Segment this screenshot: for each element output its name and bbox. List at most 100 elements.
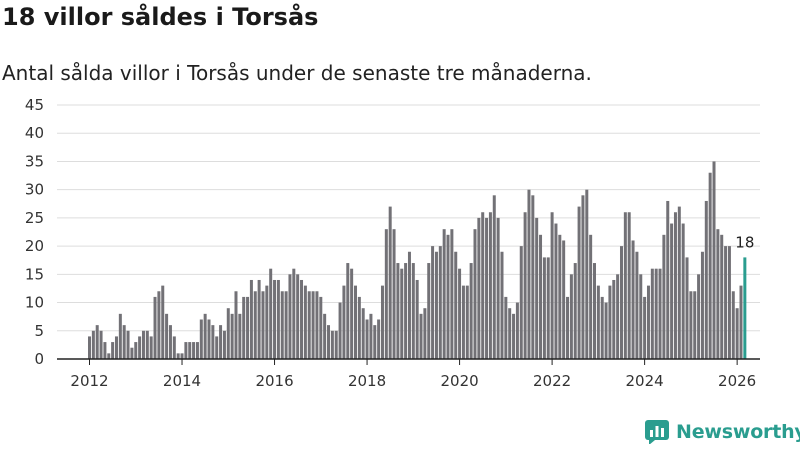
bar <box>589 234 593 359</box>
bar <box>392 229 396 359</box>
bar <box>199 319 203 359</box>
bar <box>454 251 458 359</box>
bar <box>380 285 384 359</box>
bar <box>246 296 250 359</box>
bar <box>666 200 670 359</box>
y-tick-label: 45 <box>25 96 44 114</box>
bar-chart: 0 5 10 15 20 25 30 35 40 45 2012 2014 2016 2018 2020 20… <box>25 96 760 390</box>
bar <box>157 291 161 359</box>
bar <box>141 330 145 359</box>
bar <box>623 212 627 359</box>
bar <box>569 274 573 359</box>
bar <box>500 251 504 359</box>
bar <box>400 268 404 359</box>
bar <box>357 296 361 359</box>
bar <box>319 296 323 359</box>
y-tick-label: 15 <box>25 265 44 283</box>
bar <box>708 172 712 359</box>
bar <box>107 353 111 359</box>
bar <box>238 313 242 359</box>
bar <box>307 291 311 359</box>
bar <box>114 336 118 359</box>
bar <box>693 291 697 359</box>
bar <box>99 330 103 359</box>
bar <box>727 246 731 359</box>
bar <box>658 268 662 359</box>
bar <box>585 189 589 359</box>
bar <box>118 313 122 359</box>
bar <box>593 263 596 359</box>
bar <box>639 274 643 359</box>
bar <box>431 246 435 359</box>
bar <box>176 353 180 359</box>
bar <box>677 206 681 359</box>
bar <box>184 342 188 359</box>
bar <box>122 325 126 359</box>
y-tick-label: 0 <box>34 350 44 368</box>
bar <box>670 223 674 359</box>
bar <box>704 200 708 359</box>
bar <box>180 353 184 359</box>
bar <box>203 313 207 359</box>
bar <box>361 308 365 359</box>
x-tick-label: 2016 <box>255 372 293 390</box>
bar <box>492 195 496 359</box>
bar <box>384 229 388 359</box>
bar <box>485 217 489 359</box>
bar <box>153 296 157 359</box>
y-tick-label: 40 <box>25 124 44 142</box>
bar <box>546 257 550 359</box>
bar <box>168 325 172 359</box>
bar <box>334 330 338 359</box>
bar <box>697 274 701 359</box>
bar <box>261 291 265 359</box>
bar <box>562 240 566 359</box>
bar <box>535 217 539 359</box>
bar <box>145 330 149 359</box>
x-tick-label: 2020 <box>440 372 478 390</box>
bar <box>330 330 334 359</box>
newsworthy-logo: Newsworthy <box>645 420 800 444</box>
bar <box>404 263 408 359</box>
chart-subtitle: Antal sålda villor i Torsås under de sen… <box>2 61 592 85</box>
newsworthy-logo-icon <box>645 420 669 444</box>
y-tick-label: 10 <box>25 294 44 312</box>
bar-latest <box>743 257 747 359</box>
bar <box>523 212 527 359</box>
axes <box>57 358 760 365</box>
x-tick-label: 2018 <box>348 372 386 390</box>
bar <box>303 285 307 359</box>
x-tick-label: 2022 <box>533 372 571 390</box>
bar <box>712 161 716 359</box>
bar <box>616 274 620 359</box>
bar <box>504 296 508 359</box>
bar <box>531 195 535 359</box>
bar <box>280 291 284 359</box>
bar <box>126 330 130 359</box>
bar <box>465 285 469 359</box>
bar <box>411 263 415 359</box>
bar <box>442 229 446 359</box>
bar <box>273 279 277 359</box>
bar <box>481 212 485 359</box>
bar <box>581 195 585 359</box>
bar <box>600 296 604 359</box>
bar <box>558 234 562 359</box>
bar <box>377 319 381 359</box>
bar <box>95 325 99 359</box>
bar <box>130 347 134 359</box>
bar <box>354 285 357 359</box>
bar <box>311 291 315 359</box>
bar <box>188 342 192 359</box>
bar <box>488 212 492 359</box>
bar <box>276 279 280 359</box>
bar <box>461 285 465 359</box>
bar <box>373 325 377 359</box>
bar <box>365 319 369 359</box>
y-tick-label: 20 <box>25 237 44 255</box>
bar <box>111 342 115 359</box>
bar <box>315 291 319 359</box>
bar <box>477 217 481 359</box>
bar <box>539 234 543 359</box>
bar <box>739 285 743 359</box>
